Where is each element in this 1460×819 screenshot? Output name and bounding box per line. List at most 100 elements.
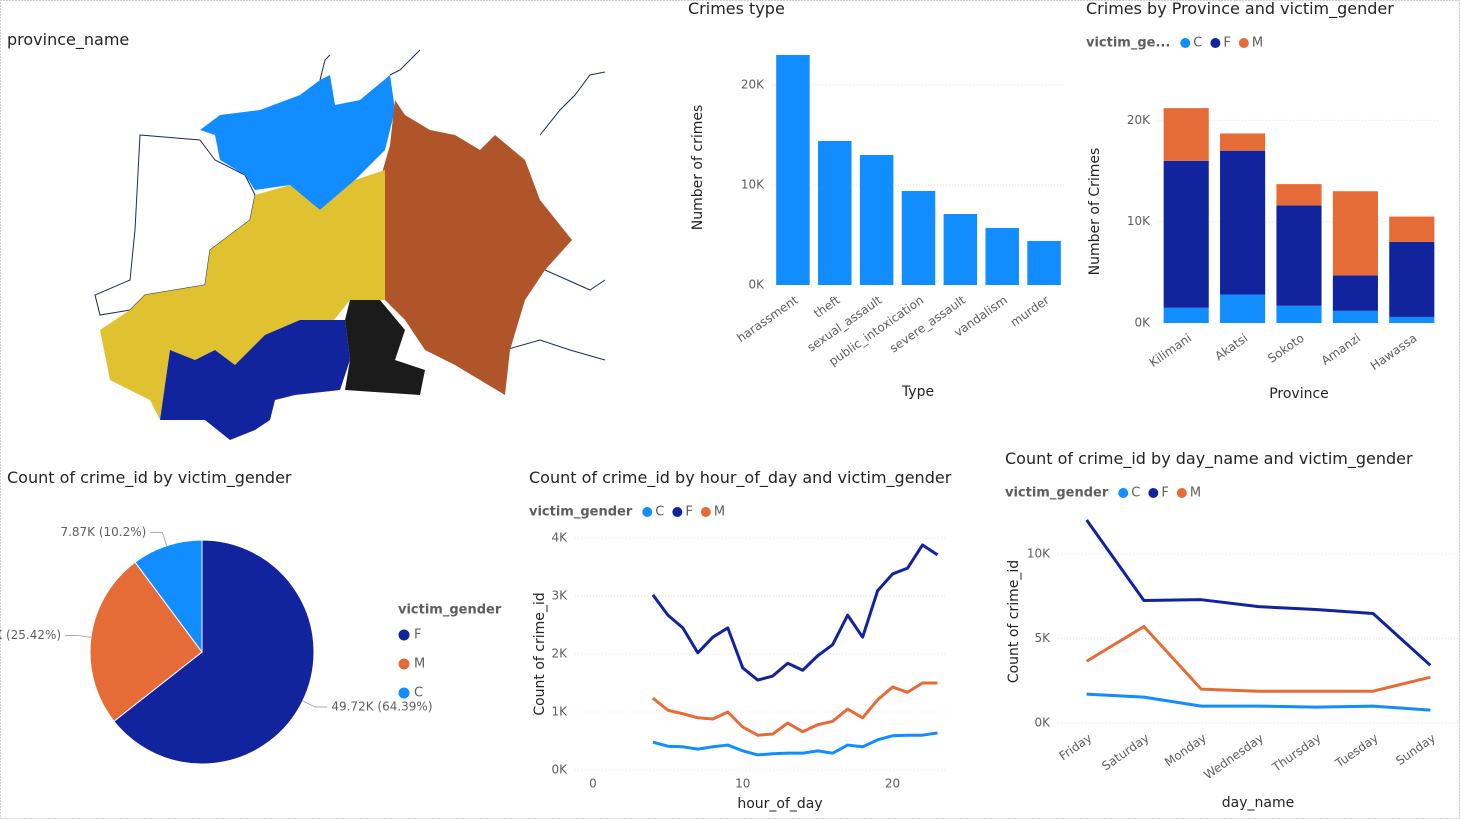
data-label: 7.87K (10.2%) xyxy=(60,525,146,539)
pie-slice xyxy=(134,539,203,654)
legend-title: victim_gender xyxy=(398,603,502,618)
bar-segment xyxy=(1389,316,1435,323)
legend-label: M xyxy=(1190,486,1201,501)
province xyxy=(380,100,572,395)
bar-segment xyxy=(1163,307,1209,323)
bar-segment xyxy=(1332,275,1378,311)
bar-segment xyxy=(1276,184,1322,206)
legend-marker xyxy=(1238,38,1249,48)
bar xyxy=(776,55,810,285)
y-axis-title: Count of crime_id xyxy=(532,592,548,715)
pie-slice xyxy=(113,539,315,765)
bar-segment xyxy=(1332,191,1378,276)
legend-marker xyxy=(398,629,410,641)
x-axis-title: Type xyxy=(901,384,934,400)
y-tick-label: 2K xyxy=(551,647,568,661)
bar-segment xyxy=(1276,305,1322,323)
x-tick-label: 10 xyxy=(735,777,750,791)
province xyxy=(345,300,425,395)
legend-marker xyxy=(642,507,653,517)
line xyxy=(651,543,939,682)
legend-label: C xyxy=(414,686,423,701)
pie-slice xyxy=(89,561,203,722)
legend-label: M xyxy=(1252,36,1263,51)
bar-segment xyxy=(1163,108,1209,161)
bar-segment xyxy=(1163,160,1209,308)
leader-line xyxy=(65,634,92,638)
bar-segment xyxy=(1220,133,1266,151)
legend-label: F xyxy=(414,628,421,643)
line xyxy=(652,731,938,757)
y-tick-label: 0K xyxy=(748,278,765,292)
legend-label: M xyxy=(714,505,725,520)
legend-marker xyxy=(1176,488,1187,498)
bar-segment xyxy=(1276,205,1322,306)
bar xyxy=(818,141,852,285)
x-axis-title: hour_of_day xyxy=(737,796,822,812)
legend-label: C xyxy=(1193,36,1202,51)
y-tick-label: 0K xyxy=(1134,316,1151,330)
bar-segment xyxy=(1332,310,1378,323)
line xyxy=(1085,625,1431,693)
map xyxy=(94,49,606,440)
legend-label: C xyxy=(655,505,664,520)
bar xyxy=(1027,241,1061,285)
line xyxy=(1085,519,1432,667)
legend-label: F xyxy=(1223,36,1230,51)
x-tick-label: 0 xyxy=(589,777,597,791)
legend-marker xyxy=(1180,38,1191,48)
y-tick-label: 10K xyxy=(1027,546,1051,560)
chart-title: province_name xyxy=(7,30,129,50)
province xyxy=(160,320,350,440)
legend-marker xyxy=(1118,488,1129,498)
x-tick-label: 20 xyxy=(885,777,900,791)
legend-label: F xyxy=(1161,486,1168,501)
leader-line xyxy=(150,531,168,546)
legend-marker xyxy=(1148,488,1159,498)
bar xyxy=(901,191,936,285)
y-tick-label: 4K xyxy=(551,531,568,545)
bar-segment xyxy=(1220,294,1266,323)
legend-marker xyxy=(398,658,410,670)
legend-marker xyxy=(672,507,683,517)
leader-line xyxy=(302,700,328,708)
legend-title: victim_gender xyxy=(1005,486,1109,501)
bar xyxy=(859,155,894,285)
y-tick-label: 3K xyxy=(551,589,568,603)
y-axis-title: Count of crime_id xyxy=(1006,560,1022,683)
data-label: 19.63K (25.42%) xyxy=(0,628,61,642)
y-tick-label: 5K xyxy=(1034,631,1051,645)
y-tick-label: 0K xyxy=(551,763,568,777)
bar xyxy=(985,228,1019,285)
legend-marker xyxy=(700,507,711,517)
bar xyxy=(943,214,978,285)
y-axis-title: Number of Crimes xyxy=(1087,148,1103,276)
legend-label: F xyxy=(685,505,692,520)
legend-marker xyxy=(1210,38,1221,48)
y-tick-label: 20K xyxy=(741,78,765,92)
line xyxy=(651,681,938,737)
legend-label: M xyxy=(414,657,425,672)
line xyxy=(1086,692,1431,712)
x-axis-title: Province xyxy=(1269,386,1329,402)
bar-segment xyxy=(1389,216,1435,242)
bar-segment xyxy=(1389,241,1435,317)
x-axis-title: day_name xyxy=(1222,795,1294,811)
y-tick-label: 10K xyxy=(1127,214,1151,228)
chart-title: Count of crime_id by hour_of_day and vic… xyxy=(529,468,952,488)
y-tick-label: 1K xyxy=(551,705,568,719)
legend-label: C xyxy=(1131,486,1140,501)
province xyxy=(200,75,395,210)
river xyxy=(319,49,606,361)
legend-title: victim_gender xyxy=(529,505,633,520)
province xyxy=(100,170,385,420)
bar-segment xyxy=(1220,150,1266,295)
chart-title: Crimes by Province and victim_gender xyxy=(1086,0,1394,19)
data-label: 49.72K (64.39%) xyxy=(331,700,432,714)
chart-title: Count of crime_id by victim_gender xyxy=(7,468,292,488)
y-axis-title: Number of crimes xyxy=(690,105,706,231)
chart-title: Crimes type xyxy=(688,0,785,18)
y-tick-label: 0K xyxy=(1034,716,1051,730)
chart-title: Count of crime_id by day_name and victim… xyxy=(1005,449,1413,469)
